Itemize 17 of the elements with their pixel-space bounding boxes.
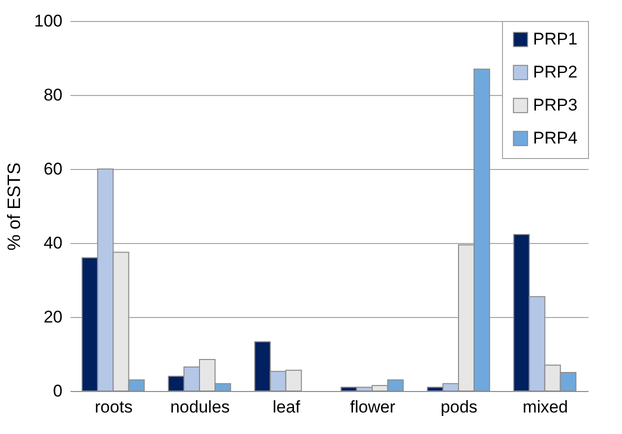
x-tick-label: flower <box>350 398 396 416</box>
x-tick-label: roots <box>94 398 133 416</box>
legend-label: PRP3 <box>533 96 578 114</box>
y-tick-label: 20 <box>44 308 62 326</box>
x-tick-label: nodules <box>170 398 230 416</box>
legend-label: PRP4 <box>533 128 578 148</box>
y-tick-label: 60 <box>44 160 62 178</box>
x-tick-label: leaf <box>272 398 300 416</box>
y-tick-label: 80 <box>44 86 62 104</box>
y-tick-label: 100 <box>34 12 62 30</box>
legend-label: PRP2 <box>533 62 578 82</box>
y-tick-label: 40 <box>44 234 62 252</box>
y-tick-label: 0 <box>53 382 62 400</box>
legend-label: PRP1 <box>533 30 578 48</box>
y-axis-title: % of ESTS <box>4 162 24 251</box>
x-tick-label: pods <box>440 398 478 416</box>
x-tick-label: mixed <box>522 398 568 416</box>
